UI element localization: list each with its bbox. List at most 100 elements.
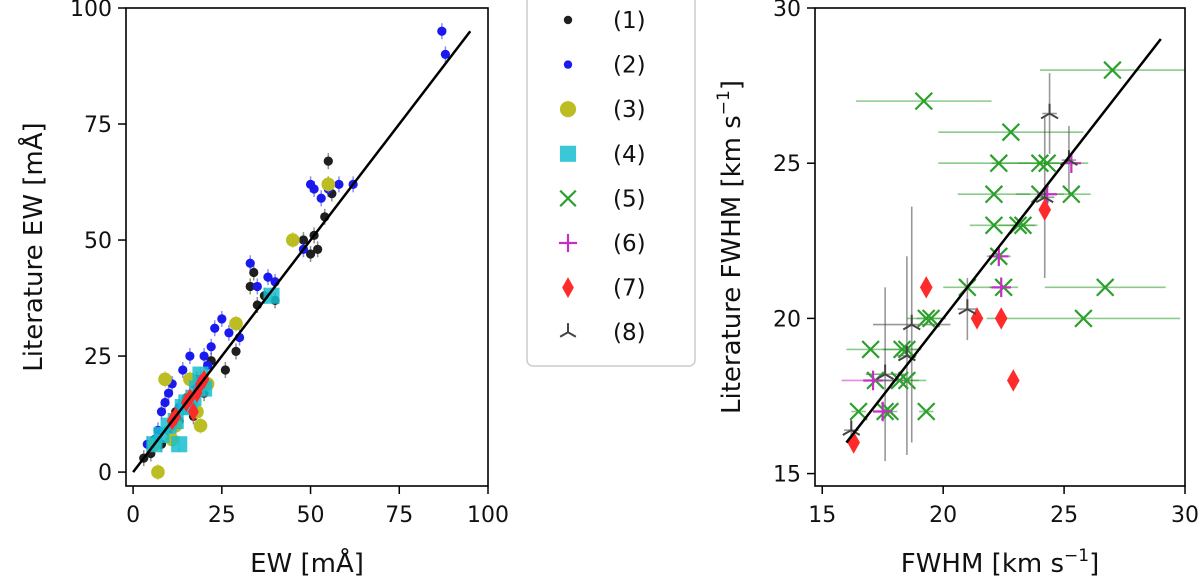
left-x-tick-label: 100 xyxy=(467,503,509,528)
left-plot-frame xyxy=(125,7,489,487)
left-point-1 xyxy=(298,235,309,245)
right-y-axis-label-text: Literature FWHM [km s xyxy=(717,115,747,414)
right-point-5 xyxy=(849,402,868,421)
left-x-tick-label: 75 xyxy=(385,503,413,528)
right-point-5 xyxy=(917,309,936,328)
right-y-tick-label: 25 xyxy=(773,152,801,177)
right-point-5 xyxy=(984,216,1004,235)
right-point-8 xyxy=(1040,103,1059,120)
right-x-tick-label: 15 xyxy=(808,503,836,528)
left-y-tick-label: 0 xyxy=(98,461,112,486)
right-point-5 xyxy=(1001,122,1021,142)
left-y-tick-label: 75 xyxy=(84,113,112,138)
left-point-3 xyxy=(229,316,243,331)
left-y-tick-label: 25 xyxy=(84,345,112,370)
left-point-2 xyxy=(199,351,209,361)
right-y-tick-label: 15 xyxy=(773,463,801,488)
left-point-2 xyxy=(440,49,451,60)
right-point-5 xyxy=(890,371,909,390)
left-point-1 xyxy=(305,249,316,259)
left-point-2 xyxy=(309,184,319,194)
left-point-2 xyxy=(224,328,234,338)
right-point-7 xyxy=(1007,369,1020,392)
right-point-5 xyxy=(1030,154,1050,173)
legend-label: (5) xyxy=(613,186,646,212)
legend-label: (1) xyxy=(613,8,646,34)
left-one-to-one-line xyxy=(132,30,472,473)
legend-box xyxy=(526,0,696,367)
left-point-1 xyxy=(231,346,241,357)
right-plot-frame xyxy=(814,7,1186,487)
left-point-3 xyxy=(321,177,336,192)
left-point-2 xyxy=(185,351,195,361)
left-point-2 xyxy=(178,365,188,375)
left-point-2 xyxy=(217,314,227,324)
legend-label: (4) xyxy=(613,142,646,168)
right-x-tick-label: 20 xyxy=(929,503,957,528)
left-point-1 xyxy=(313,244,323,254)
right-y-axis-label-close: ] xyxy=(717,80,747,90)
left-point-2 xyxy=(160,397,170,408)
right-point-5 xyxy=(1037,154,1057,173)
right-point-5 xyxy=(984,185,1004,204)
left-point-1 xyxy=(245,281,255,292)
left-point-2 xyxy=(334,179,344,189)
left-point-4 xyxy=(263,287,280,304)
legend-label: (6) xyxy=(613,231,646,257)
legend-label: (7) xyxy=(613,276,646,302)
right-point-7 xyxy=(1038,198,1052,221)
left-axis-ticks: 0 25 50 75 100 0 25 50 75 100 xyxy=(70,0,509,528)
right-x-axis-label-superscript: −1 xyxy=(1064,546,1089,566)
right-point-8 xyxy=(902,314,921,331)
left-x-tick-label: 25 xyxy=(208,503,236,528)
right-point-5 xyxy=(861,340,880,359)
right-y-axis-label-superscript: −1 xyxy=(714,90,734,115)
right-point-5 xyxy=(914,91,934,111)
left-point-3 xyxy=(158,372,172,387)
left-data-points xyxy=(139,23,451,481)
left-point-1 xyxy=(249,267,259,278)
right-point-5 xyxy=(1013,216,1033,235)
left-point-7 xyxy=(188,402,199,422)
right-y-axis-label: Literature FWHM [km s−1] xyxy=(714,80,747,414)
right-point-5 xyxy=(1096,278,1115,297)
left-point-2 xyxy=(263,272,273,282)
legend-marker-3 xyxy=(559,101,577,118)
right-point-7 xyxy=(919,276,933,299)
left-point-2 xyxy=(252,281,262,292)
right-x-tick-label: 30 xyxy=(1171,503,1199,528)
right-one-to-one-line xyxy=(845,38,1162,444)
legend-items: (1) (2) (3) (4) (5) (6) (7) (8) xyxy=(558,8,646,346)
right-point-7 xyxy=(970,307,984,330)
legend-marker-2 xyxy=(563,60,573,69)
right-point-8 xyxy=(876,364,895,381)
left-point-1 xyxy=(220,365,230,375)
left-point-2 xyxy=(156,407,167,417)
right-point-7 xyxy=(994,307,1008,330)
right-point-6 xyxy=(872,401,893,422)
left-point-2 xyxy=(437,26,447,36)
right-point-8 xyxy=(958,299,977,315)
left-y-axis-label: Literature EW [mÅ] xyxy=(17,122,49,371)
legend-marker-7 xyxy=(562,277,574,298)
right-point-6 xyxy=(863,370,883,391)
left-point-2 xyxy=(163,388,174,398)
legend: (1) (2) (3) (4) (5) (6) (7) (8) xyxy=(526,0,696,367)
left-point-3 xyxy=(193,418,208,433)
left-point-1 xyxy=(323,156,333,166)
left-x-axis-label: EW [mÅ] xyxy=(250,547,364,579)
right-y-tick-label: 30 xyxy=(773,0,801,22)
left-point-7 xyxy=(191,383,203,403)
left-point-2 xyxy=(245,258,255,268)
right-point-5 xyxy=(917,402,936,421)
left-point-4 xyxy=(171,436,188,453)
legend-marker-1 xyxy=(563,15,573,25)
right-x-axis-label: FWHM [km s−1] xyxy=(901,546,1099,579)
legend-label: (2) xyxy=(613,53,646,79)
legend-label: (3) xyxy=(613,97,646,123)
left-point-2 xyxy=(206,342,216,352)
right-axis-ticks: 15 20 25 30 15 20 25 30 xyxy=(773,0,1199,528)
right-point-5 xyxy=(1103,60,1122,80)
left-y-tick-label: 100 xyxy=(70,0,112,22)
